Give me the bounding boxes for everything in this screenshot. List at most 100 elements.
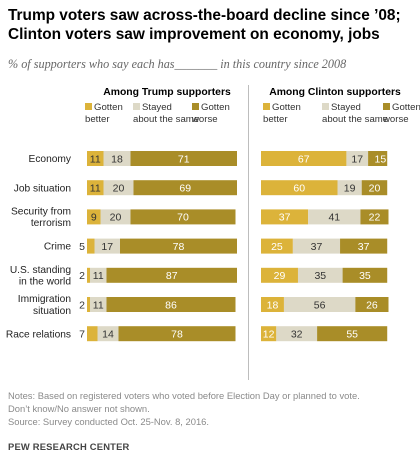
- chart-title-line-1: Trump voters saw across-the-board declin…: [8, 7, 401, 24]
- category-label-0: Economy: [29, 154, 72, 165]
- value-label-clinton-worse-1: 20: [369, 183, 381, 195]
- value-label-trump-same-0: 18: [111, 153, 123, 165]
- bar-clinton-same-0: [346, 151, 369, 166]
- bar-clinton-worse-2: [360, 209, 389, 225]
- legend-swatch-clinton-worse: [383, 103, 390, 110]
- bar-trump-same-0: [103, 151, 131, 166]
- value-label-clinton-worse-2: 22: [369, 212, 381, 224]
- value-label-clinton-better-5: 18: [267, 299, 279, 311]
- value-label-clinton-better-6: 12: [263, 329, 275, 341]
- bar-trump-worse-6: [118, 326, 236, 342]
- value-label-trump-worse-4: 87: [166, 270, 178, 282]
- value-label-trump-worse-3: 78: [173, 241, 185, 253]
- legend-swatch-trump-worse: [192, 103, 199, 110]
- value-label-trump-same-6: 14: [102, 329, 114, 341]
- bar-clinton-better-0: [261, 151, 347, 166]
- bar-trump-same-6: [97, 326, 119, 342]
- value-label-clinton-better-3: 25: [271, 241, 283, 253]
- source-credit: PEW RESEARCH CENTER: [8, 441, 130, 452]
- value-label-clinton-same-1: 19: [344, 183, 356, 195]
- value-label-trump-same-2: 20: [110, 212, 122, 224]
- notes-line-3: Source: Survey conducted Oct. 25-Nov. 8,…: [8, 416, 209, 427]
- bar-clinton-worse-3: [340, 238, 388, 254]
- bar-trump-better-5: [87, 297, 90, 312]
- value-label-clinton-same-3: 37: [311, 241, 323, 253]
- category-label-4-line-2: in the world: [19, 277, 71, 288]
- category-label-3: Crime: [44, 242, 71, 253]
- value-label-clinton-better-4: 29: [274, 270, 286, 282]
- legend-label-clinton-better-line-1: Gotten: [272, 102, 301, 113]
- bar-clinton-same-6: [276, 326, 318, 342]
- bar-clinton-worse-0: [368, 151, 388, 166]
- bar-clinton-better-5: [261, 297, 284, 312]
- bar-trump-worse-1: [133, 180, 237, 196]
- bar-clinton-better-3: [261, 238, 293, 254]
- legend-label-trump-same-line-1: Stayed: [142, 102, 172, 113]
- legend-swatch-clinton-same: [322, 103, 329, 110]
- category-label-1: Job situation: [14, 183, 71, 194]
- bar-trump-better-2: [87, 209, 101, 225]
- value-label-clinton-better-2: 37: [279, 212, 291, 224]
- value-label-trump-better-6: 7: [79, 329, 85, 341]
- value-label-clinton-same-4: 35: [314, 270, 326, 282]
- value-label-trump-worse-2: 70: [177, 212, 189, 224]
- bar-trump-better-4: [87, 267, 90, 283]
- bar-trump-better-6: [87, 326, 98, 342]
- legend-label-trump-same-line-2: about the same: [133, 114, 199, 125]
- bar-clinton-same-4: [297, 267, 343, 283]
- category-label-5-line-1: Immigration: [18, 294, 71, 305]
- panel-title-trump: Among Trump supporters: [103, 87, 231, 98]
- value-label-trump-worse-0: 71: [178, 153, 190, 165]
- value-label-trump-worse-6: 78: [171, 329, 183, 341]
- value-label-clinton-same-2: 41: [328, 212, 340, 224]
- value-label-clinton-better-1: 60: [293, 183, 305, 195]
- value-label-clinton-worse-5: 26: [366, 299, 378, 311]
- legend-swatch-trump-same: [133, 103, 140, 110]
- bar-trump-better-0: [87, 151, 104, 166]
- legend-label-trump-better-line-2: better: [85, 114, 110, 125]
- legend-label-trump-worse-line-1: Gotten: [201, 102, 230, 113]
- value-label-trump-better-2: 9: [91, 212, 97, 224]
- bar-clinton-same-3: [292, 238, 341, 254]
- category-label-2-line-1: Security from: [11, 207, 71, 218]
- chart-notes: Notes: Based on registered voters who vo…: [8, 389, 418, 428]
- bar-clinton-worse-6: [317, 326, 388, 342]
- legend-label-trump-worse-line-2: worse: [191, 114, 218, 125]
- bar-clinton-worse-4: [342, 267, 388, 283]
- bar-trump-worse-4: [106, 267, 237, 283]
- category-label-5-line-2: situation: [33, 306, 71, 317]
- notes-line-1: Notes: Based on registered voters who vo…: [8, 390, 360, 401]
- chart-title-line-2: Clinton voters saw improvement on econom…: [8, 26, 380, 43]
- bar-clinton-same-5: [283, 297, 356, 312]
- chart-title: Trump voters saw across-the-board declin…: [8, 6, 414, 44]
- value-label-trump-better-4: 2: [79, 270, 85, 282]
- legend-label-clinton-worse-line-1: Gotten: [392, 102, 420, 113]
- value-label-trump-better-3: 5: [79, 241, 85, 253]
- bar-clinton-better-6: [261, 326, 277, 342]
- value-label-clinton-same-0: 17: [351, 153, 363, 165]
- legend-swatch-clinton-better: [263, 103, 270, 110]
- bar-trump-worse-3: [120, 238, 237, 254]
- chart-subtitle: % of supporters who say each has_______ …: [8, 57, 347, 71]
- value-label-clinton-worse-6: 55: [346, 329, 358, 341]
- category-label-2-line-2: terrorism: [31, 218, 71, 229]
- category-label-6: Race relations: [6, 329, 71, 340]
- bar-trump-worse-0: [130, 151, 237, 166]
- panel-title-clinton: Among Clinton supporters: [269, 87, 401, 98]
- bar-clinton-better-2: [261, 209, 309, 225]
- legend-swatch-trump-better: [85, 103, 92, 110]
- value-label-clinton-worse-0: 15: [375, 153, 387, 165]
- value-label-trump-better-0: 11: [90, 153, 101, 165]
- bar-trump-better-1: [87, 180, 104, 196]
- value-label-trump-better-5: 2: [79, 299, 85, 311]
- bar-trump-worse-5: [106, 297, 236, 312]
- bar-trump-same-5: [90, 297, 107, 312]
- bar-trump-worse-2: [130, 209, 236, 225]
- bar-trump-same-3: [94, 238, 120, 254]
- legend-label-clinton-same-line-2: about the same: [322, 114, 388, 125]
- bar-clinton-better-1: [261, 180, 338, 196]
- bar-clinton-better-4: [261, 267, 298, 283]
- legend-label-trump-better-line-1: Gotten: [94, 102, 123, 113]
- value-label-clinton-worse-3: 37: [358, 241, 370, 253]
